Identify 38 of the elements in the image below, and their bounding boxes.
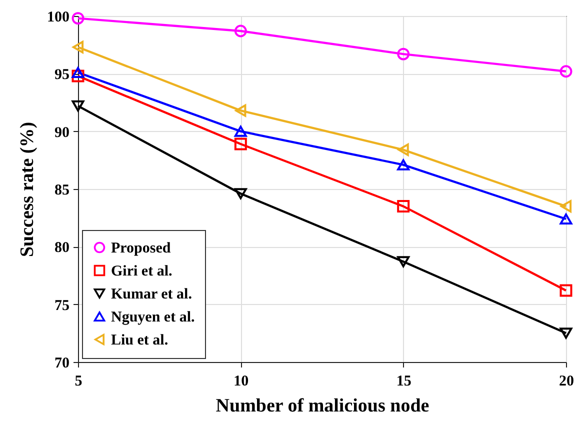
y-tick-label: 95	[54, 67, 70, 84]
point	[398, 144, 409, 156]
point	[560, 65, 572, 78]
point	[72, 66, 84, 78]
legend-label: Giri et al.	[111, 264, 172, 280]
point	[397, 200, 410, 213]
point	[234, 24, 247, 38]
legend-label: Nguyen et al.	[111, 310, 195, 326]
point	[397, 256, 410, 268]
point	[234, 126, 247, 137]
point	[72, 100, 84, 112]
legend-label: Kumar et al.	[111, 286, 192, 302]
point	[72, 70, 84, 82]
x-tick-label: 15	[396, 374, 412, 390]
point	[397, 159, 410, 170]
y-tick-label: 90	[54, 124, 70, 141]
y-tick-label: 100	[47, 10, 70, 26]
point	[72, 12, 84, 25]
y-axis-title: Success rate (%)	[17, 122, 38, 258]
point	[72, 40, 84, 54]
legend-label: Liu et al.	[111, 332, 168, 348]
y-tick-label: 75	[54, 298, 70, 314]
point	[397, 48, 410, 60]
x-axis-title: Number of malicious node	[216, 396, 430, 416]
point	[560, 213, 572, 225]
x-tick-label: 20	[559, 374, 574, 390]
point	[234, 138, 247, 150]
point	[234, 188, 247, 200]
y-tick-label: 80	[54, 240, 70, 256]
point	[560, 284, 572, 297]
y-tick-label: 70	[54, 356, 70, 372]
y-tick-label: 85	[54, 182, 70, 198]
point	[560, 328, 572, 339]
point	[560, 200, 572, 213]
x-tick-label: 5	[74, 374, 82, 390]
x-tick-label: 10	[234, 374, 249, 390]
point	[235, 104, 246, 117]
legend-label: Proposed	[111, 240, 172, 256]
